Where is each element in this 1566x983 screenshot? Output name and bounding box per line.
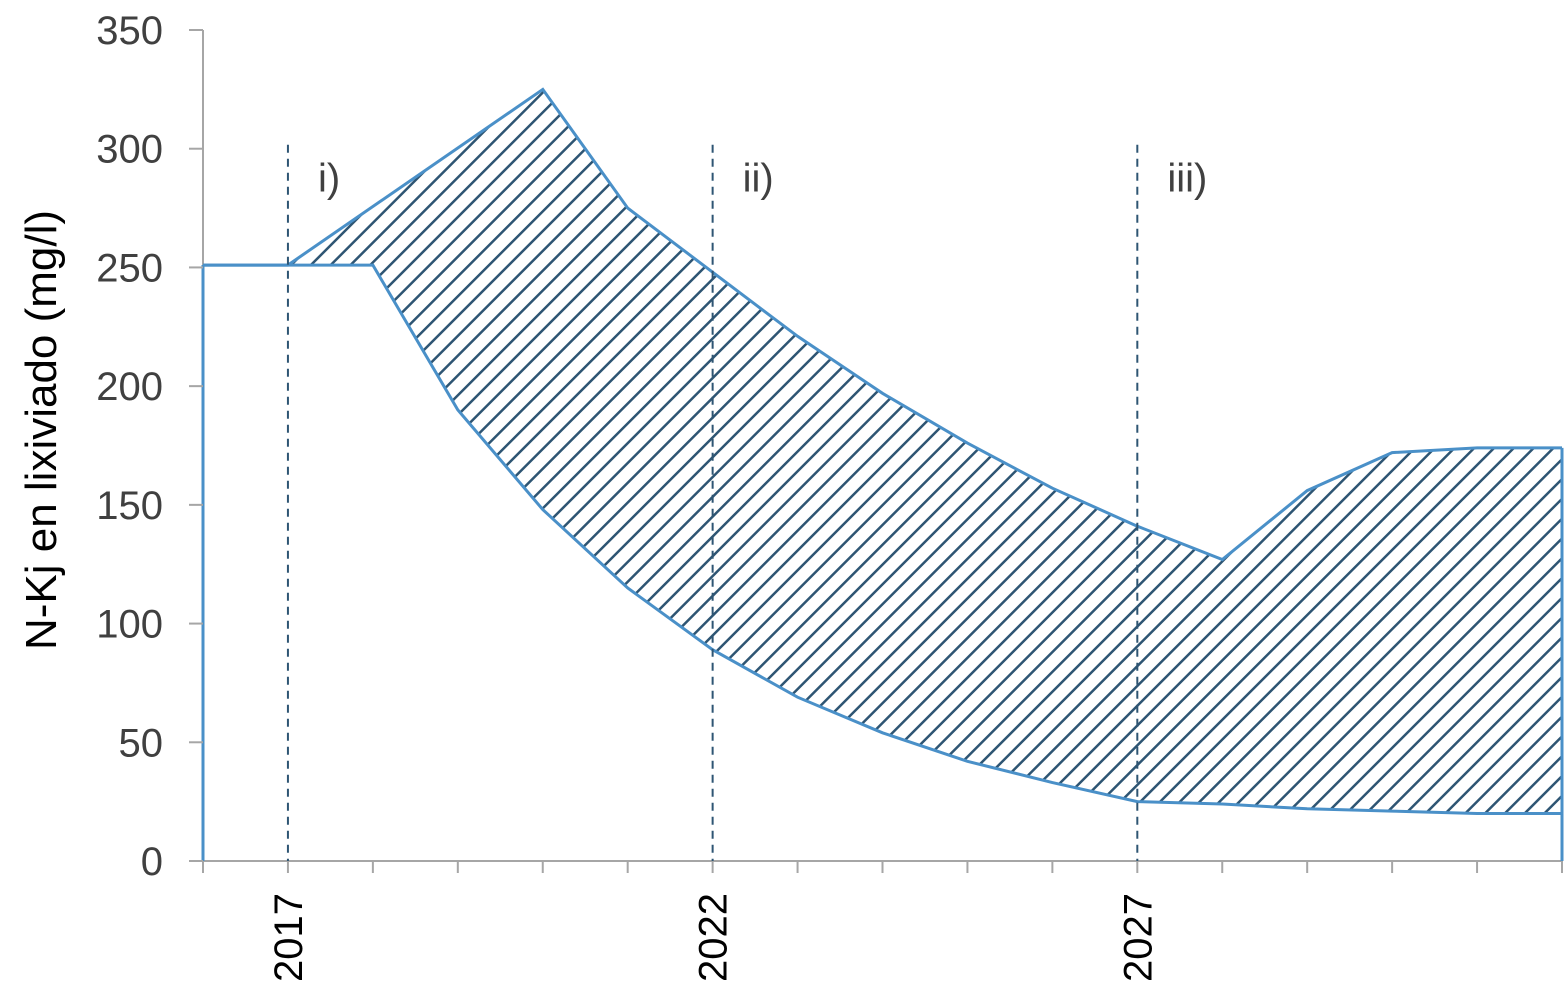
dividers: i) ii) iii) — [286, 144, 1207, 861]
y-tick-label: 250 — [96, 246, 163, 290]
ticks: 0 50 100 150 200 250 300 350 2017 2022 2027 — [96, 9, 1563, 982]
y-tick-label: 200 — [96, 365, 163, 409]
period-label: iii) — [1167, 156, 1207, 200]
x-tick-label: 2027 — [1116, 893, 1160, 982]
period-label: ii) — [743, 156, 774, 200]
lower-line — [203, 263, 1562, 815]
upper-line — [203, 87, 1562, 562]
y-tick-label: 0 — [141, 840, 163, 884]
y-tick-label: 300 — [96, 128, 163, 172]
band-area — [203, 89, 1562, 814]
period-label: i) — [318, 156, 340, 200]
y-axis-label: N-Kj en lixiviado (mg/l) — [17, 210, 66, 650]
y-tick-label: 150 — [96, 484, 163, 528]
y-tick-label: 100 — [96, 603, 163, 647]
x-tick-label: 2017 — [267, 893, 311, 982]
x-tick-label: 2022 — [692, 893, 736, 982]
y-tick-label: 50 — [119, 721, 164, 765]
bands — [201, 87, 1564, 861]
y-tick-label: 350 — [96, 9, 163, 53]
